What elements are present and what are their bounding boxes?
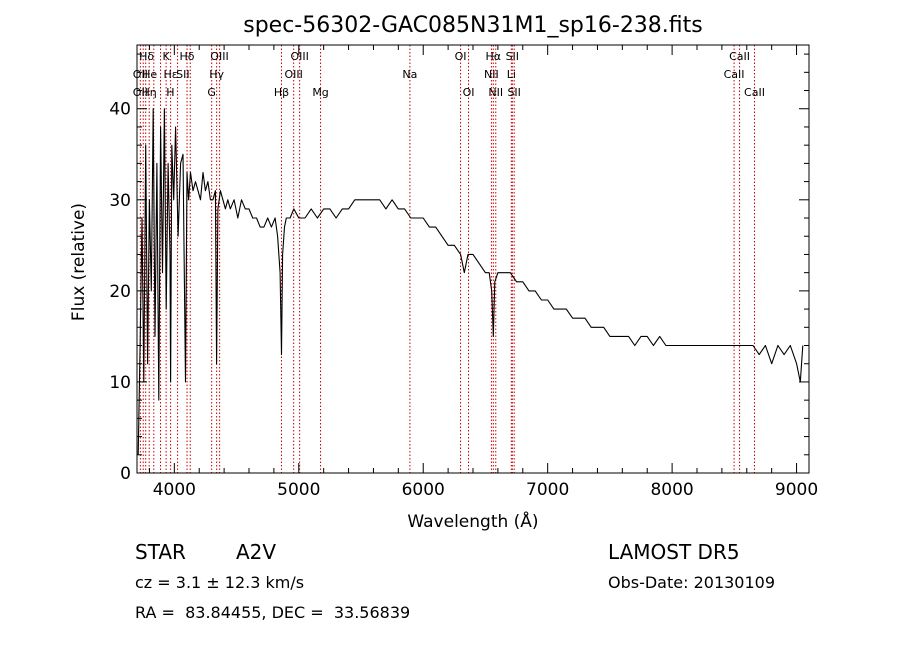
plot-frame [136,44,810,474]
spectrum-line [137,108,804,455]
spectrum-series [137,108,804,455]
line-label: OIII [284,68,302,81]
line-label: SII [507,86,520,99]
redshift-readout: cz = 3.1 ± 12.3 km/s [135,573,305,592]
coordinates-readout: RA = 83.84455, DEC = 33.56839 [135,603,411,622]
line-label: Hγ [209,68,224,81]
x-tick-label: 9000 [775,480,818,500]
line-label: Hα [486,50,502,63]
line-label: G [207,86,216,99]
line-label: NII [484,68,499,81]
line-label: H [166,86,174,99]
x-tick-label: 8000 [650,480,693,500]
x-axis-label: Wavelength (Å) [407,510,538,532]
line-label: OIII [290,50,308,63]
line-label: CaII [744,86,765,99]
line-label: He [142,68,157,81]
x-tick-label: 7000 [526,480,569,500]
line-label: Hβ [274,86,289,99]
chart-title: spec-56302-GAC085N31M1_sp16-238.fits [243,13,703,38]
spectral-subclass: A2V [236,540,277,564]
x-tick-label: 6000 [402,480,445,500]
line-label: CaII [724,68,745,81]
observation-date: Obs-Date: 20130109 [608,573,776,592]
x-tick-label: 5000 [277,480,320,500]
line-label: Na [402,68,417,81]
line-label: Li [507,68,516,81]
line-label: Hδ [139,50,154,63]
line-label: K [163,50,171,63]
line-label: Hε [163,68,177,81]
object-class: STAR [135,540,186,564]
y-axis-label: Flux (relative) [69,203,89,321]
line-markers [139,45,755,473]
y-tick-label: 30 [109,191,131,211]
line-label: CaII [729,50,750,63]
y-tick-label: 20 [109,282,131,302]
y-tick-label: 40 [109,100,131,120]
survey-name: LAMOST DR5 [608,540,740,564]
line-label: SII [506,50,519,63]
line-label: OI [455,50,467,63]
line-label: Mg [312,86,328,99]
line-label: OIII [210,50,228,63]
line-label: NII [488,86,503,99]
line-label: Hδ [180,50,195,63]
line-label: OI [463,86,475,99]
y-tick-label: 0 [120,464,131,484]
line-label: Hη [141,86,156,99]
y-tick-label: 10 [109,373,131,393]
x-tick-label: 4000 [153,480,196,500]
x-axis: 4000 5000 6000 7000 8000 9000 [148,45,818,500]
y-axis: 0 10 20 30 40 [109,53,809,484]
line-label: SII [176,68,189,81]
